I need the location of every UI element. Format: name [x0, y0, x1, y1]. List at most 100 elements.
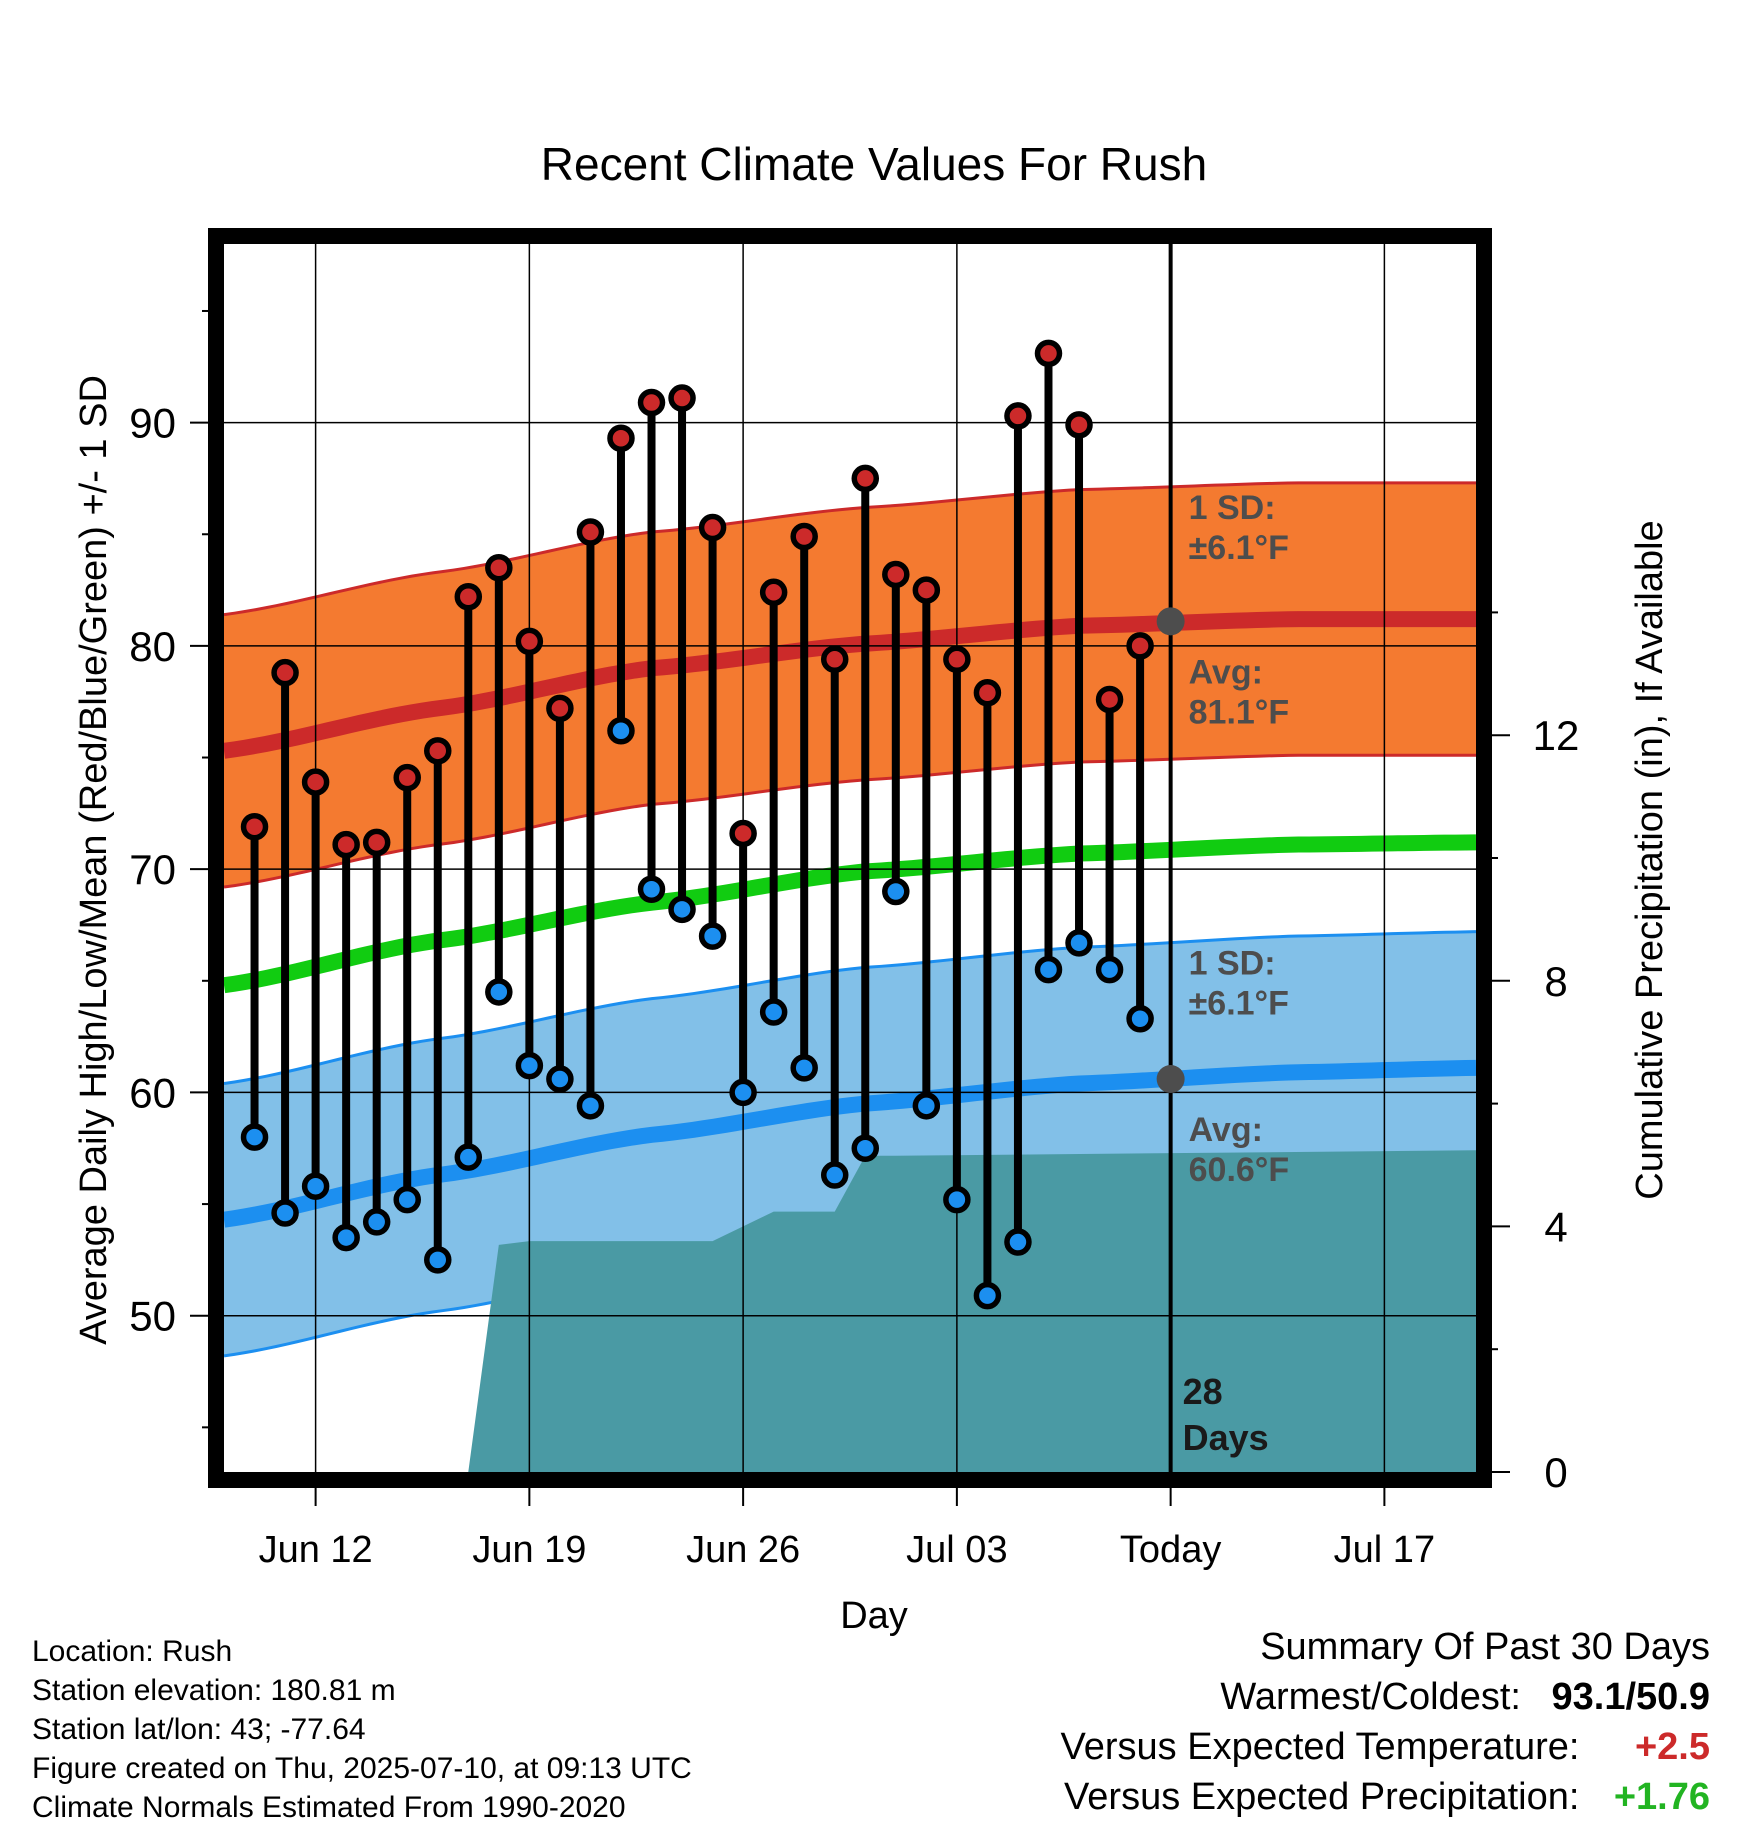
precip-departure-label: Versus Expected Precipitation: — [1064, 1776, 1580, 1818]
daily-low-point — [515, 1051, 544, 1080]
y-tick-label: 80 — [129, 623, 176, 670]
warmest-coldest-label: Warmest/Coldest: — [1220, 1676, 1521, 1718]
summary-panel: Summary Of Past 30 Days Warmest/Coldest:… — [1061, 1622, 1710, 1822]
daily-low-point — [1095, 955, 1124, 984]
y2-axis-label: Cumulative Precipitation (in), If Availa… — [1629, 520, 1671, 1199]
precip-departure-row: Versus Expected Precipitation: +1.76 — [1061, 1772, 1710, 1822]
x-tick-label: Jun 12 — [259, 1529, 373, 1571]
low-avg-label: Avg: — [1189, 1111, 1263, 1149]
daily-high-point — [851, 464, 880, 493]
daily-high-point — [240, 812, 269, 841]
temp-departure-row: Versus Expected Temperature: +2.5 — [1061, 1722, 1710, 1772]
x-tick-label: Jun 26 — [686, 1529, 800, 1571]
warmest-coldest-value: 93.1/50.9 — [1551, 1676, 1710, 1718]
daily-low-point — [912, 1092, 941, 1120]
daily-high-point — [485, 553, 513, 582]
daily-low-point — [607, 716, 635, 745]
location-text: Location: Rush — [32, 1635, 233, 1668]
daily-high-point — [1095, 685, 1124, 714]
daily-low-point — [485, 978, 513, 1006]
warmest-coldest-row: Warmest/Coldest: 93.1/50.9 — [1061, 1672, 1710, 1722]
daily-low-point — [271, 1199, 299, 1227]
daily-low-point — [820, 1161, 849, 1189]
elevation-text: Station elevation: 180.81 m — [32, 1674, 396, 1707]
daily-high-point — [820, 645, 849, 674]
high-sd-band-upper-edge — [224, 481, 1476, 617]
summary-heading: Summary Of Past 30 Days — [1260, 1626, 1710, 1668]
avg-mean-line — [224, 834, 1476, 994]
station-info: Location: Rush Station elevation: 180.81… — [32, 1632, 692, 1827]
daily-high-point — [1126, 632, 1154, 660]
daily-low-point — [698, 922, 727, 950]
daily-high-point — [424, 737, 452, 765]
daily-high-point — [698, 513, 727, 542]
x-axis-label: Day — [840, 1595, 908, 1637]
daily-low-point — [943, 1185, 971, 1214]
daily-high-point — [393, 763, 421, 792]
daily-high-point — [454, 583, 483, 611]
latlon-text: Station lat/lon: 43; -77.64 — [32, 1713, 366, 1746]
daily-low-point — [1126, 1005, 1154, 1033]
temp-departure-label: Versus Expected Temperature: — [1060, 1726, 1580, 1768]
high-avg-value: 81.1°F — [1189, 693, 1290, 731]
daily-high-point — [943, 645, 971, 674]
high-sd-label: 1 SD: — [1189, 489, 1276, 527]
daily-high-point — [668, 384, 696, 412]
daily-low-point — [668, 895, 696, 924]
low-sd-value: ±6.1°F — [1189, 985, 1289, 1023]
x-tick-label: Jul 17 — [1334, 1529, 1435, 1571]
high-sd-band-lower-edge — [224, 753, 1476, 889]
normals-text: Climate Normals Estimated From 1990-2020 — [32, 1791, 626, 1824]
daily-high-point — [362, 828, 391, 857]
daily-high-point — [515, 627, 544, 656]
daily-low-point — [1004, 1228, 1032, 1256]
avg-high-line — [224, 611, 1476, 759]
daily-high-point — [271, 658, 299, 687]
daily-high-point — [301, 768, 330, 796]
daily-high-point — [882, 560, 910, 589]
daily-low-point — [637, 875, 666, 904]
daily-high-point — [973, 679, 1002, 707]
daily-high-point — [790, 522, 818, 551]
precip-area — [224, 1150, 1476, 1472]
y-axis-label: Average Daily High/Low/Mean (Red/Blue/Gr… — [73, 375, 115, 1345]
daily-low-point — [454, 1143, 483, 1171]
daily-high-point — [1065, 411, 1093, 439]
y2-tick-label: 0 — [1544, 1449, 1567, 1496]
daily-low-point — [332, 1223, 360, 1252]
daily-low-point — [362, 1208, 391, 1236]
daily-low-point — [301, 1172, 330, 1200]
daily-high-point — [1004, 402, 1032, 430]
y-tick-label: 70 — [129, 846, 176, 893]
daily-high-point — [607, 424, 635, 452]
daily-low-point — [882, 877, 910, 906]
created-text: Figure created on Thu, 2025-07-10, at 09… — [32, 1752, 692, 1785]
temp-departure-value: +2.5 — [1634, 1726, 1710, 1768]
avg-low-line — [224, 1059, 1476, 1228]
daily-high-point — [1034, 339, 1063, 368]
daily-low-point — [1065, 929, 1093, 957]
y-tick-label: 60 — [129, 1069, 176, 1116]
daily-high-point — [546, 694, 574, 723]
high-avg-label: Avg: — [1189, 653, 1263, 691]
today-high-avg-marker — [1156, 607, 1185, 636]
daily-high-point — [637, 388, 666, 417]
daily-low-point — [851, 1134, 880, 1163]
y-tick-label: 90 — [129, 400, 176, 447]
daily-low-point — [576, 1092, 605, 1120]
high-sd-value: ±6.1°F — [1189, 529, 1289, 567]
y2-tick-label: 8 — [1544, 958, 1567, 1005]
chart-title: Recent Climate Values For Rush — [541, 138, 1207, 190]
days-unit-label: Days — [1183, 1417, 1269, 1458]
daily-high-point — [576, 518, 605, 546]
plot-clip-group — [224, 481, 1476, 1472]
daily-low-point — [790, 1054, 818, 1082]
x-tick-label: Today — [1120, 1529, 1221, 1571]
y2-tick-label: 12 — [1533, 712, 1580, 759]
low-sd-label: 1 SD: — [1189, 945, 1276, 983]
daily-high-point — [912, 576, 941, 604]
daily-high-point — [729, 819, 757, 848]
high-sd-band-fill — [224, 482, 1476, 888]
